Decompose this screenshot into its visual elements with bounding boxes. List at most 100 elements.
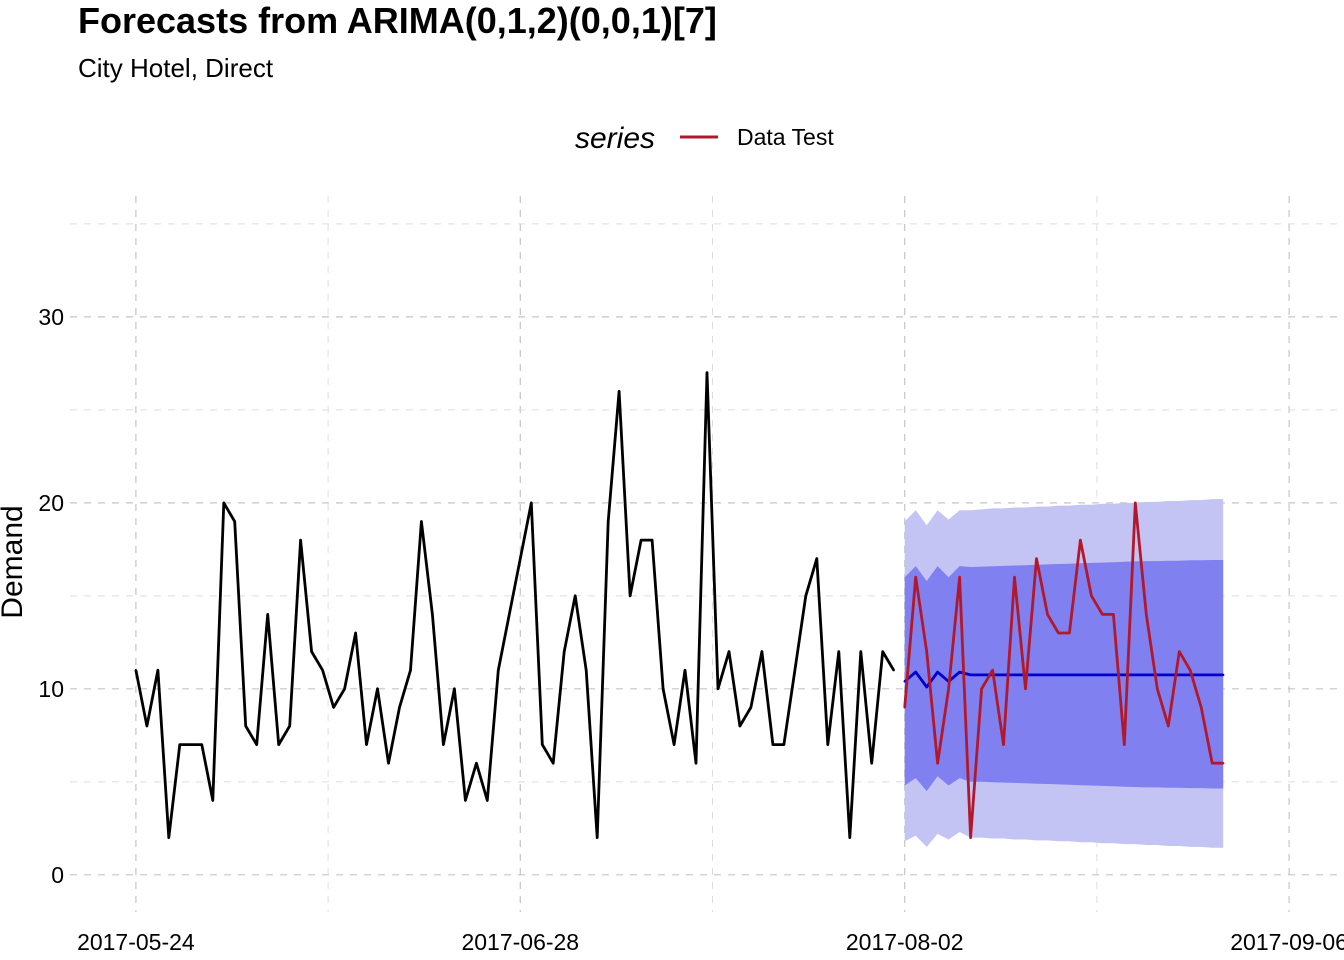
data-point-history bbox=[881, 650, 884, 653]
data-point-test-data bbox=[980, 687, 983, 690]
x-tick-label: 2017-08-02 bbox=[846, 929, 964, 955]
data-point-history bbox=[497, 669, 500, 672]
data-point-test-data bbox=[1068, 631, 1071, 635]
data-point-history bbox=[189, 743, 192, 746]
data-point-test-data bbox=[1013, 576, 1016, 579]
data-point-history bbox=[683, 669, 687, 672]
data-point-point-forecast bbox=[1211, 673, 1214, 677]
data-point-history bbox=[299, 538, 302, 542]
data-point-history bbox=[200, 743, 203, 746]
data-point-test-data bbox=[1035, 557, 1038, 560]
y-tick-label: 20 bbox=[38, 490, 64, 516]
data-point-point-forecast bbox=[1013, 673, 1016, 677]
data-point-test-data bbox=[1145, 613, 1148, 616]
data-point-history bbox=[804, 594, 807, 597]
data-point-history bbox=[255, 743, 258, 746]
data-point-history bbox=[749, 706, 753, 709]
data-point-history bbox=[848, 836, 851, 839]
y-tick-label: 10 bbox=[38, 676, 64, 702]
data-point-history bbox=[178, 743, 181, 746]
data-point-test-data bbox=[969, 836, 972, 839]
data-point-history bbox=[727, 650, 731, 653]
data-point-history bbox=[145, 724, 149, 728]
data-point-test-data bbox=[925, 650, 928, 653]
x-axis-ticks: 2017-05-24 2017-06-28 2017-08-02 2017-09-06 bbox=[77, 929, 1344, 955]
data-point-point-forecast bbox=[958, 670, 961, 674]
data-point-history bbox=[892, 669, 895, 672]
data-point-history bbox=[365, 743, 368, 746]
data-point-test-data bbox=[1123, 743, 1126, 746]
data-point-history bbox=[771, 743, 775, 746]
data-point-history bbox=[376, 687, 379, 690]
data-point-history bbox=[277, 743, 280, 746]
data-point-test-data bbox=[903, 706, 906, 709]
data-point-point-forecast bbox=[925, 685, 928, 689]
data-point-history bbox=[826, 743, 829, 746]
data-point-test-data bbox=[1046, 613, 1049, 616]
data-point-test-data bbox=[1178, 650, 1181, 653]
data-point-history bbox=[705, 371, 709, 374]
data-point-test-data bbox=[1079, 538, 1082, 542]
data-point-history bbox=[738, 724, 742, 728]
data-point-test-data bbox=[1002, 743, 1005, 746]
data-point-history bbox=[343, 687, 346, 690]
data-point-test-data bbox=[1024, 687, 1027, 690]
data-point-history bbox=[332, 706, 335, 709]
data-point-history bbox=[409, 669, 412, 672]
data-point-point-forecast bbox=[1002, 673, 1005, 677]
data-point-history bbox=[211, 799, 214, 802]
data-point-history bbox=[694, 762, 698, 765]
x-tick-label: 2017-05-24 bbox=[77, 929, 195, 955]
chart-subtitle: City Hotel, Direct bbox=[78, 53, 274, 83]
data-point-history bbox=[156, 669, 160, 672]
data-point-history bbox=[870, 762, 873, 765]
data-point-test-data bbox=[1057, 631, 1060, 635]
data-point-history bbox=[815, 557, 818, 560]
data-point-history bbox=[387, 762, 390, 765]
data-point-history bbox=[837, 650, 840, 653]
data-point-point-forecast bbox=[1145, 673, 1148, 677]
data-point-test-data bbox=[1134, 501, 1137, 505]
data-point-history bbox=[563, 650, 566, 653]
data-point-history bbox=[639, 538, 643, 542]
chart-title: Forecasts from ARIMA(0,1,2)(0,0,1)[7] bbox=[78, 0, 717, 41]
data-point-point-forecast bbox=[1123, 673, 1126, 677]
data-point-history bbox=[617, 390, 621, 393]
data-point-test-data bbox=[1200, 706, 1203, 709]
data-point-history bbox=[475, 762, 478, 765]
data-point-history bbox=[782, 743, 786, 746]
data-point-point-forecast bbox=[1112, 673, 1115, 677]
data-point-history bbox=[793, 669, 797, 672]
data-point-point-forecast bbox=[969, 673, 972, 677]
data-point-history bbox=[661, 687, 665, 690]
data-point-point-forecast bbox=[1046, 673, 1049, 677]
data-point-test-data bbox=[1167, 724, 1170, 728]
series-line-point-forecast bbox=[903, 670, 1224, 689]
data-point-point-forecast bbox=[1178, 673, 1181, 677]
data-point-point-forecast bbox=[1090, 673, 1093, 677]
data-point-point-forecast bbox=[1079, 673, 1082, 677]
data-point-point-forecast bbox=[903, 680, 906, 683]
data-point-history bbox=[672, 743, 676, 746]
data-point-point-forecast bbox=[1035, 673, 1038, 677]
data-point-test-data bbox=[1222, 762, 1225, 765]
data-point-point-forecast bbox=[1134, 673, 1137, 677]
data-point-history bbox=[321, 669, 324, 672]
data-point-history bbox=[222, 501, 225, 505]
data-point-test-data bbox=[1101, 613, 1104, 616]
data-point-test-data bbox=[1189, 669, 1192, 672]
series-lines bbox=[134, 371, 1225, 839]
data-point-history bbox=[519, 557, 522, 560]
data-point-history bbox=[233, 520, 236, 523]
data-point-point-forecast bbox=[1200, 673, 1203, 677]
data-point-history bbox=[508, 613, 511, 616]
data-point-history bbox=[628, 594, 632, 597]
series-line-test-data bbox=[903, 501, 1224, 839]
data-point-history bbox=[442, 743, 445, 746]
data-point-test-data bbox=[947, 687, 950, 690]
data-point-history bbox=[453, 687, 456, 690]
y-tick-label: 30 bbox=[38, 304, 64, 330]
data-point-history bbox=[244, 724, 247, 728]
data-point-history bbox=[650, 538, 654, 542]
